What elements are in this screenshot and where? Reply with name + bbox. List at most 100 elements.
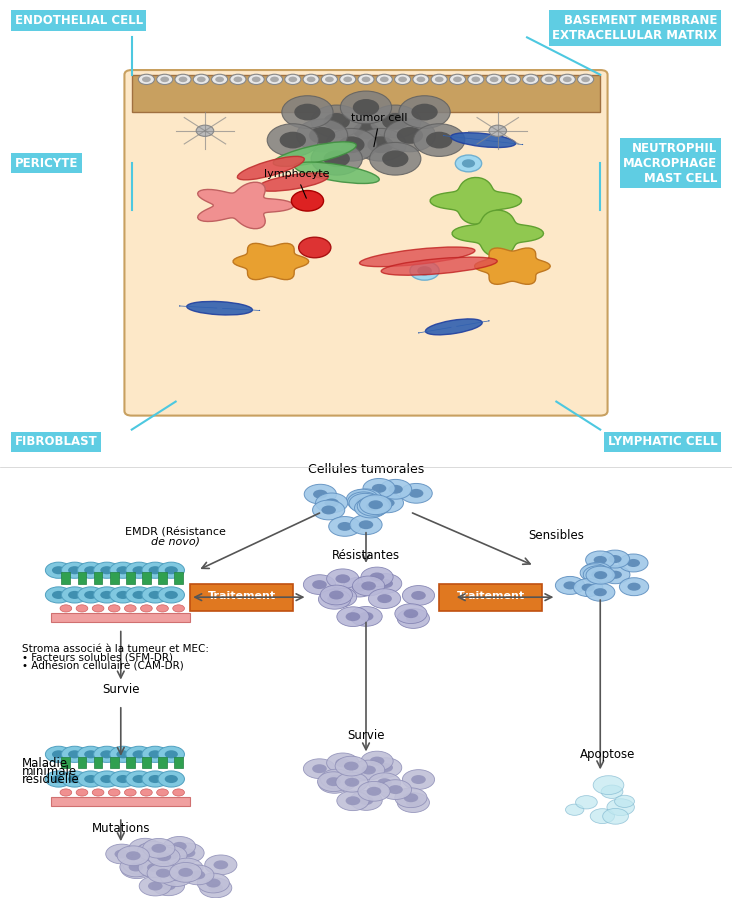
Text: Traitement: Traitement: [207, 591, 276, 602]
Circle shape: [602, 808, 628, 824]
Circle shape: [382, 113, 408, 130]
Circle shape: [377, 779, 392, 788]
Circle shape: [313, 489, 327, 498]
Text: Sensibles: Sensibles: [529, 529, 584, 541]
Polygon shape: [474, 248, 550, 285]
Circle shape: [110, 587, 136, 603]
Circle shape: [581, 584, 594, 592]
Circle shape: [321, 75, 337, 84]
Circle shape: [157, 789, 168, 796]
Circle shape: [305, 484, 337, 504]
Circle shape: [581, 76, 590, 83]
Circle shape: [563, 76, 572, 83]
Circle shape: [280, 132, 306, 148]
Circle shape: [370, 756, 384, 765]
Circle shape: [230, 75, 246, 84]
Circle shape: [370, 758, 402, 778]
Circle shape: [352, 767, 367, 776]
Circle shape: [100, 567, 113, 575]
Circle shape: [307, 76, 315, 83]
Circle shape: [214, 860, 228, 869]
Circle shape: [190, 870, 205, 879]
Circle shape: [366, 502, 381, 511]
Circle shape: [399, 96, 450, 128]
FancyBboxPatch shape: [190, 584, 293, 611]
Circle shape: [121, 858, 153, 878]
Circle shape: [388, 485, 403, 494]
Circle shape: [68, 567, 81, 575]
Circle shape: [76, 605, 88, 612]
Circle shape: [158, 746, 184, 762]
Text: PERICYTE: PERICYTE: [15, 157, 78, 170]
Circle shape: [324, 113, 350, 130]
Circle shape: [285, 75, 301, 84]
Circle shape: [78, 746, 104, 762]
Circle shape: [354, 498, 386, 518]
Circle shape: [68, 591, 81, 599]
Circle shape: [149, 591, 162, 599]
Circle shape: [142, 746, 168, 762]
Circle shape: [353, 576, 385, 595]
FancyBboxPatch shape: [94, 573, 102, 584]
Circle shape: [114, 850, 129, 858]
Circle shape: [52, 775, 65, 783]
Circle shape: [435, 76, 444, 83]
Circle shape: [343, 762, 376, 781]
Circle shape: [395, 788, 427, 807]
Circle shape: [327, 594, 342, 603]
Circle shape: [282, 96, 333, 128]
Circle shape: [61, 562, 88, 578]
Circle shape: [462, 159, 475, 168]
Circle shape: [340, 75, 356, 84]
FancyBboxPatch shape: [124, 70, 608, 416]
Circle shape: [368, 773, 400, 793]
Circle shape: [324, 771, 356, 791]
Circle shape: [173, 789, 184, 796]
Circle shape: [586, 566, 616, 584]
Circle shape: [193, 75, 209, 84]
Circle shape: [127, 857, 159, 876]
Circle shape: [410, 261, 439, 280]
Circle shape: [326, 753, 359, 773]
Circle shape: [591, 568, 604, 576]
Circle shape: [84, 751, 97, 758]
Circle shape: [318, 773, 351, 793]
Circle shape: [403, 770, 435, 789]
Circle shape: [337, 522, 352, 531]
Circle shape: [142, 587, 168, 603]
FancyBboxPatch shape: [174, 573, 183, 584]
Polygon shape: [452, 210, 543, 257]
Circle shape: [417, 266, 432, 276]
Circle shape: [333, 593, 348, 602]
Circle shape: [132, 591, 146, 599]
Circle shape: [142, 562, 168, 578]
Ellipse shape: [237, 156, 305, 180]
Circle shape: [359, 796, 373, 805]
Circle shape: [94, 587, 120, 603]
Circle shape: [575, 796, 597, 809]
FancyArrowPatch shape: [419, 328, 451, 333]
FancyBboxPatch shape: [110, 756, 119, 768]
Circle shape: [627, 559, 640, 567]
Circle shape: [559, 75, 575, 84]
Circle shape: [141, 789, 152, 796]
Circle shape: [321, 506, 336, 515]
Circle shape: [129, 839, 161, 858]
Circle shape: [270, 76, 279, 83]
Circle shape: [586, 551, 615, 569]
Circle shape: [325, 76, 334, 83]
Circle shape: [179, 864, 194, 873]
FancyBboxPatch shape: [61, 573, 70, 584]
Circle shape: [619, 554, 648, 572]
Circle shape: [149, 567, 162, 575]
FancyArrowPatch shape: [457, 321, 489, 326]
Circle shape: [196, 125, 214, 136]
Circle shape: [171, 858, 203, 878]
Circle shape: [61, 587, 88, 603]
Circle shape: [267, 124, 318, 156]
Circle shape: [318, 589, 351, 609]
Circle shape: [594, 556, 607, 564]
Circle shape: [340, 91, 392, 124]
Circle shape: [627, 583, 640, 591]
Circle shape: [157, 852, 171, 861]
